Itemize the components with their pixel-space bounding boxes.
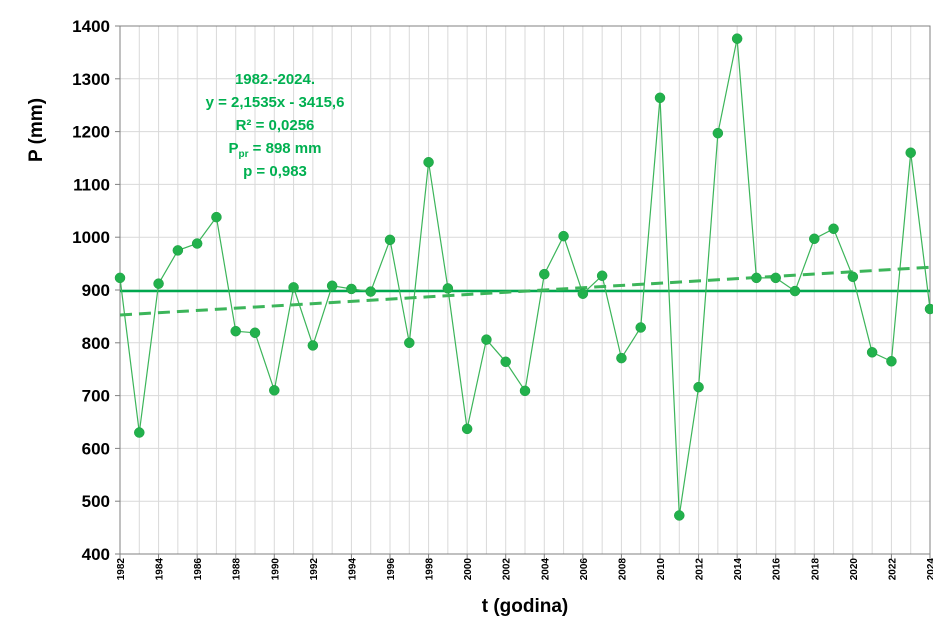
y-axis-title: P (mm) [26, 98, 47, 162]
data-point [519, 385, 531, 397]
x-tick-labels: 1982 1984 1986 1988 1990 1992 1994 1996 1998 2000… [116, 558, 933, 581]
x-tick-label: 2014 [733, 558, 744, 581]
x-tick-label: 2024 [926, 558, 933, 581]
x-tick-label: 2006 [579, 558, 590, 581]
data-point [539, 268, 550, 280]
data-point [577, 288, 589, 299]
data-point [789, 285, 801, 297]
data-point [288, 282, 299, 293]
data-point [172, 245, 184, 256]
data-point [211, 211, 222, 223]
y-tick-label: 1100 [73, 175, 110, 194]
x-tick-label: 2000 [463, 558, 474, 581]
data-point [924, 303, 933, 315]
y-tick-label: 1000 [72, 228, 110, 247]
data-point [635, 322, 646, 333]
data-point [114, 272, 126, 284]
x-tick-label: 2016 [772, 558, 783, 581]
data-point [384, 234, 396, 246]
data-point [693, 381, 704, 393]
data-point [134, 427, 145, 438]
x-tick-label: 1990 [270, 558, 281, 581]
data-point [346, 283, 357, 295]
x-tick-label: 2002 [502, 558, 513, 581]
x-tick-label: 2020 [849, 558, 860, 581]
y-tick-label: 1300 [72, 70, 110, 89]
y-tick-label: 900 [82, 281, 110, 300]
data-point [481, 334, 492, 345]
x-tick-label: 1988 [232, 558, 243, 581]
data-point [596, 270, 608, 281]
y-tick-labels: 400 500 600 700 800 900 1000 1100 1200 1300 1400 [72, 17, 110, 564]
data-point [770, 272, 781, 284]
x-tick-label: 1996 [386, 558, 397, 581]
data-point [809, 233, 820, 245]
data-point [751, 272, 762, 284]
annotation-line: y = 2,1535x - 3415,6 [206, 94, 345, 111]
data-point [654, 92, 666, 104]
x-tick-label: 1998 [425, 558, 436, 581]
x-tick-label: 2010 [656, 558, 667, 581]
data-point [712, 127, 724, 139]
data-point [269, 385, 280, 396]
data-point [249, 327, 261, 339]
x-tick-label: 2018 [810, 558, 821, 581]
x-tick-label: 2022 [887, 558, 898, 581]
x-tick-label: 1994 [347, 558, 358, 581]
annotation-line: p = 0,983 [243, 163, 307, 180]
x-tick-label: 2008 [617, 558, 628, 581]
trend-line [119, 265, 931, 317]
data-point [191, 238, 203, 249]
data-points [114, 33, 933, 521]
statistics-annotation: 1982.-2024. y = 2,1535x - 3415,6 R² = 0,02… [206, 71, 345, 180]
y-tick-label: 400 [82, 545, 110, 564]
data-point [307, 340, 319, 351]
x-tick-label: 2012 [695, 558, 706, 581]
x-tick-label: 1986 [193, 558, 204, 581]
y-tick-label: 1200 [72, 123, 110, 142]
data-point [326, 280, 338, 292]
data-point [500, 356, 511, 368]
annotation-line: 1982.-2024. [235, 71, 315, 88]
data-point [616, 352, 627, 364]
data-point [423, 156, 434, 168]
data-point [731, 33, 743, 44]
data-point [866, 347, 878, 358]
y-tick-label: 700 [82, 387, 110, 406]
annotation-line: R² = 0,0256 [236, 117, 315, 134]
data-point [153, 278, 164, 289]
x-tick-label: 1984 [155, 558, 166, 581]
data-point [442, 283, 454, 294]
data-point [558, 230, 569, 242]
x-tick-label: 1982 [116, 558, 127, 581]
y-tick-label: 500 [82, 492, 110, 511]
annotation-line: Ppr = 898 mm [229, 140, 322, 160]
data-point [847, 271, 859, 283]
data-point [461, 423, 473, 435]
x-tick-label: 2004 [540, 558, 551, 581]
data-point [230, 325, 241, 337]
y-tick-label: 600 [82, 439, 110, 458]
data-point [886, 356, 897, 367]
data-point [365, 286, 376, 297]
data-point [404, 337, 415, 349]
data-point [828, 223, 839, 235]
y-tick-label: 1400 [72, 17, 110, 36]
data-point [905, 147, 916, 158]
data-point [674, 510, 685, 521]
x-tick-label: 1992 [309, 558, 320, 581]
x-axis-title: t (godina) [482, 596, 569, 617]
y-tick-label: 800 [82, 334, 110, 353]
